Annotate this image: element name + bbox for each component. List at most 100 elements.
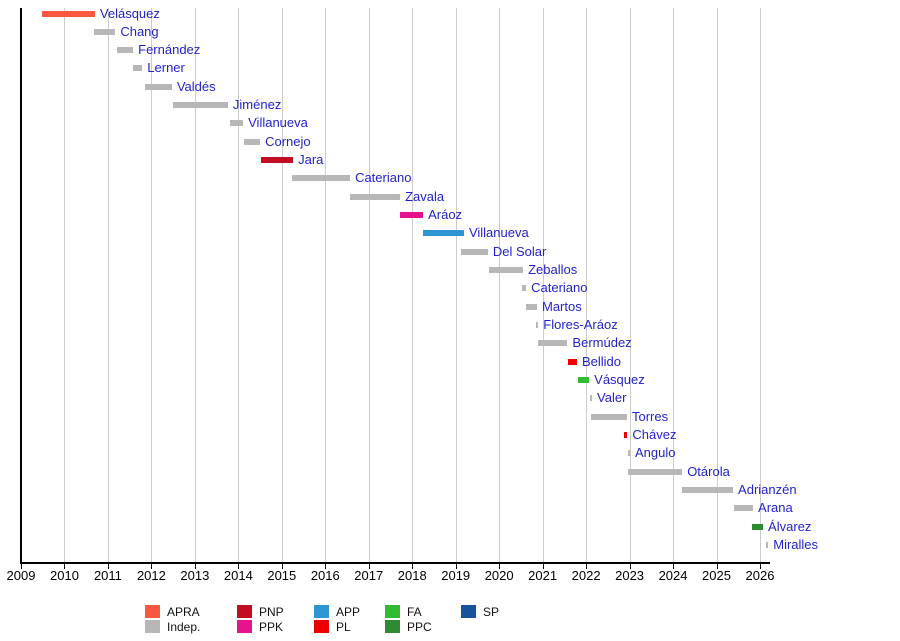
timeline-bar [350,193,401,200]
axis-tick [716,564,718,569]
bar-label: Martos [541,298,582,314]
axis-tick [325,564,327,569]
bar-label: Chang [120,23,159,39]
timeline-bar [244,138,261,145]
bar-label: Vásquez [594,372,645,388]
gridline [455,8,457,563]
axis-tick [760,564,761,569]
gridline [499,8,501,563]
timeline-bar [624,432,628,439]
timeline-bar [291,175,351,182]
bar-label: Velásquez [99,5,160,21]
gridline [412,8,414,563]
axis-tick [281,564,283,569]
axis-tick [238,564,240,569]
legend-label: PL [336,620,351,634]
axis-tick-label: 2015 [267,568,297,583]
x-axis-line [20,562,770,564]
gridline [716,8,718,563]
legend-label: SP [483,605,500,619]
y-axis-line [20,8,22,563]
bar-label: Lerner [147,60,185,76]
timeline-bar [41,10,95,17]
legend-swatch [237,605,252,618]
timeline-bar [116,47,134,54]
bar-label: Cateriano [531,280,588,296]
timeline-bar [526,303,537,310]
bar-label: Cateriano [355,170,412,186]
bar-label: Otárola [687,463,730,479]
axis-tick [368,564,370,569]
axis-tick [64,564,66,569]
bar-label: Villanueva [248,115,308,131]
axis-tick-label: 2010 [50,568,79,583]
legend-swatch [385,620,400,633]
bar-label: Cornejo [265,133,311,149]
bar-label: Jara [298,152,324,168]
gridline [107,8,109,563]
legend-label: PPK [259,620,284,634]
gridline [64,8,66,563]
bar-label: Bellido [581,353,622,369]
timeline-bar [590,413,627,420]
axis-tick-label: 2019 [441,568,471,583]
legend: Partido/s: [0,600,900,641]
bar-label: Villanueva [468,225,529,241]
axis-tick-label: 2009 [6,568,36,583]
axis-tick-label: 2018 [397,568,427,583]
axis-tick-label: 2021 [528,568,558,583]
bar-label: Chávez [632,427,677,443]
gridline [629,8,631,563]
axis-tick-label: 2022 [571,568,601,583]
bar-label: Valer [597,390,627,406]
bar-label: Miralles [773,537,819,553]
bar-label: Jiménez [232,97,282,113]
axis-tick [412,564,414,569]
axis-tick [194,564,196,569]
timeline-bar [577,377,590,384]
gridline [542,8,544,563]
gridline [281,8,283,563]
gridline [151,8,153,563]
bar-label: Flores-Aráoz [543,317,618,333]
timeline-bar [229,120,244,127]
axis-tick [107,564,109,569]
timeline-bar [133,65,143,72]
axis-tick [542,564,544,569]
legend-swatch [314,605,329,618]
axis-tick-label: 2012 [136,568,166,583]
axis-tick [673,564,675,569]
axis-tick [455,564,457,569]
timeline-bar [521,285,527,292]
bar-label: Arana [758,500,793,516]
timeline-bar [488,267,524,274]
legend-swatch [385,605,400,618]
bar-label: Aráoz [428,207,463,223]
gridline [238,8,240,563]
axis-tick [151,564,153,569]
legend-label: PNP [259,605,284,619]
axis-tick-label: 2011 [93,568,122,583]
bar-label: Valdés [176,78,216,94]
timeline-bar [423,230,464,237]
axis-tick-label: 2017 [354,568,384,583]
timeline-bar [173,102,228,109]
timeline-bar [260,157,294,164]
timeline-bar [567,358,577,365]
bar-label: Bermúdez [572,335,632,351]
gridline [325,8,327,563]
bar-label: Adrianzén [738,482,797,498]
axis-tick-label: 2025 [702,568,731,583]
timeline-bar [627,450,631,457]
timeline-bar [590,395,593,402]
timeline-bar [461,248,488,255]
gridline [760,8,761,563]
timeline-bar [144,83,172,90]
bar-label: Zavala [405,188,445,204]
axis-tick-label: 2016 [310,568,340,583]
legend-label: PPC [407,620,432,634]
legend-label: APP [336,605,361,619]
axis-tick-label: 2023 [615,568,645,583]
timeline-bar [536,322,539,329]
